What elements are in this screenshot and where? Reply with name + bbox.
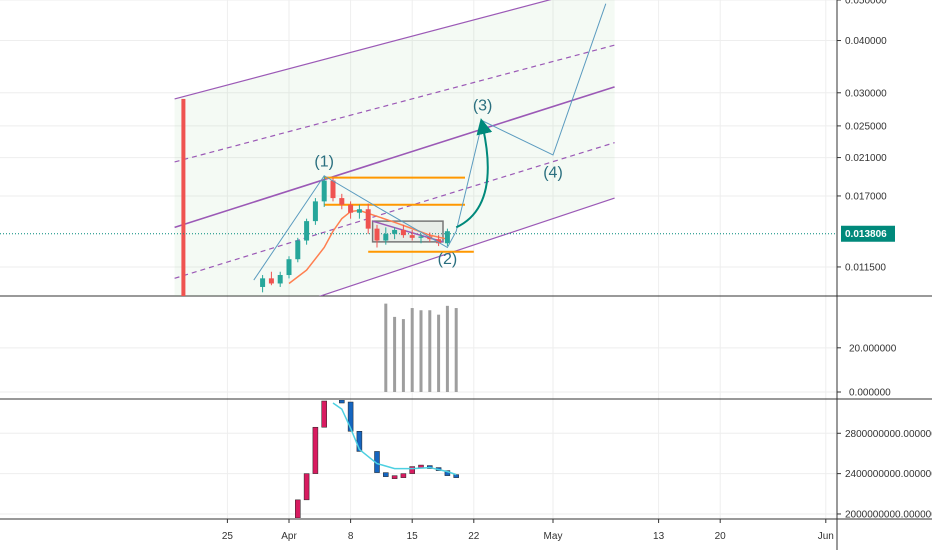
osc-tick-label-2: 2000000000.000000 [845, 509, 932, 520]
volume-bar-1[interactable] [393, 316, 397, 392]
candle-body-11[interactable] [356, 209, 362, 213]
time-axis[interactable]: 25 Apr 8 15 22 May 13 20 Jun [222, 519, 834, 542]
volume-tick-label-0: 20.000000 [849, 343, 897, 354]
candle-body-7[interactable] [321, 180, 327, 202]
candle-body-3[interactable] [286, 259, 292, 276]
volume-bar-6[interactable] [437, 314, 441, 392]
osc-bar-0[interactable] [295, 499, 301, 518]
time-tick-label-4: 22 [468, 531, 480, 542]
price-drawings [0, 3, 837, 296]
candle-body-18[interactable] [418, 236, 424, 238]
candle-body-5[interactable] [304, 221, 310, 241]
price-tick-label-4: 0.021000 [845, 153, 887, 164]
channel-line-upper [174, 0, 552, 100]
time-tick-label-3: 15 [407, 531, 419, 542]
wave-label-2: (3) [473, 98, 493, 115]
osc-bar-1[interactable] [303, 473, 310, 501]
osc-bar-2[interactable] [312, 426, 319, 474]
time-tick-label-5: May [544, 531, 563, 542]
candle-body-8[interactable] [330, 180, 336, 199]
osc-bar-6[interactable] [356, 431, 363, 452]
price-pane[interactable] [0, 3, 837, 296]
current-price-badge [841, 225, 895, 242]
time-tick-label-2: 8 [348, 531, 354, 542]
channel-line-lower-median [174, 142, 615, 279]
channel-line-median [174, 86, 615, 229]
osc-signal-line [332, 402, 457, 476]
candle-body-1[interactable] [268, 278, 274, 284]
channel-band-1 [174, 45, 615, 228]
volume-bar-5[interactable] [428, 310, 432, 392]
candle-body-12[interactable] [365, 209, 371, 229]
channel-line-lower [318, 197, 615, 296]
price-tick-label-1: 0.040000 [845, 36, 887, 47]
projection-arrow [455, 118, 493, 229]
osc-bar-10[interactable] [400, 473, 407, 478]
osc-bar-11[interactable] [409, 466, 415, 474]
wave-label-1: (2) [438, 251, 458, 268]
osc-tick-label-0: 2800000000.000000 [845, 429, 932, 440]
candle-body-10[interactable] [348, 204, 354, 213]
volume-bar-0[interactable] [384, 303, 388, 392]
price-tick-label-3: 0.025000 [845, 121, 887, 132]
volume-pane[interactable] [384, 303, 458, 392]
volume-bar-7[interactable] [445, 305, 449, 392]
time-tick-label-1: Apr [281, 531, 297, 542]
price-tick-label-2: 0.030000 [845, 88, 887, 99]
price-tick-label-0: 0.050000 [845, 0, 887, 7]
candle-body-14[interactable] [383, 233, 389, 241]
time-tick-label-7: 20 [715, 531, 727, 542]
wave-label-0: (1) [314, 153, 334, 170]
elliott-wave-path [253, 3, 607, 281]
osc-bar-5[interactable] [347, 401, 354, 432]
osc-bar-3[interactable] [321, 400, 327, 428]
red-marker-bar [181, 98, 186, 296]
candle-body-21[interactable] [444, 231, 450, 244]
candle-body-2[interactable] [277, 275, 283, 284]
wave-label-3: (4) [543, 165, 563, 182]
candle-body-17[interactable] [409, 235, 415, 238]
osc-bar-8[interactable] [383, 472, 389, 477]
candle-body-13[interactable] [374, 228, 380, 241]
volume-bar-2[interactable] [401, 319, 405, 392]
candle-body-4[interactable] [295, 240, 301, 260]
time-tick-label-0: 25 [222, 531, 234, 542]
volume-bar-4[interactable] [419, 310, 423, 392]
oscillator-pane[interactable] [295, 400, 459, 518]
time-tick-label-8: Jun [818, 531, 834, 542]
osc-drawings [295, 400, 459, 518]
volume-tick-label-1: 0.000000 [849, 388, 891, 399]
osc-bar-9[interactable] [391, 475, 398, 479]
osc-bar-16[interactable] [453, 474, 459, 478]
current-price-label: 0.013806 [845, 229, 887, 240]
channel-layer [174, 0, 615, 296]
price-axis[interactable]: 0.050000 0.040000 0.030000 0.025000 0.021000… [837, 0, 932, 520]
time-tick-label-6: 13 [653, 531, 665, 542]
candle-body-20[interactable] [436, 239, 442, 244]
channel-band-3 [174, 142, 615, 296]
osc-bar-4[interactable] [339, 400, 345, 404]
osc-tick-label-1: 2400000000.000000 [845, 469, 932, 480]
price-tick-label-6: 0.011500 [845, 262, 886, 273]
candle-body-15[interactable] [392, 229, 398, 234]
candle-body-6[interactable] [312, 201, 318, 222]
candle-body-9[interactable] [339, 198, 345, 205]
price-tick-label-5: 0.017000 [845, 191, 887, 202]
volume-bar-3[interactable] [410, 308, 414, 392]
channel-band-2 [174, 86, 615, 279]
channel-line-upper-median [174, 44, 615, 163]
channel-group [174, 0, 615, 296]
moving-average-line [288, 209, 448, 285]
volume-bar-8[interactable] [454, 308, 458, 392]
wave-labels: (1)(2)(3)(4)(5) [314, 98, 563, 268]
candle-body-0[interactable] [260, 278, 266, 287]
channel-band-0 [174, 0, 615, 162]
candle-body-16[interactable] [400, 229, 406, 236]
